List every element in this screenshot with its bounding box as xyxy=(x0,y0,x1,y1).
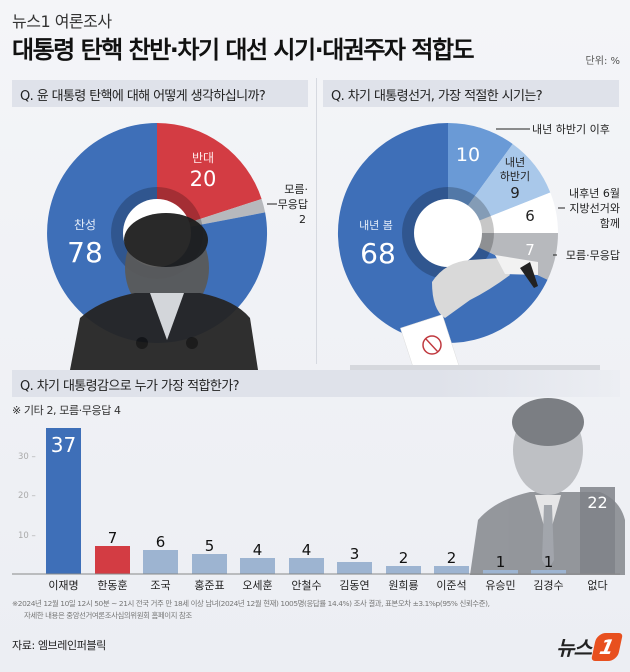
methodology-note-2: 자세한 내용은 중앙선거여론조사심의위원회 홈페이지 참조 xyxy=(24,611,192,620)
label-unknown-2: 무응답 xyxy=(278,198,308,211)
page-title: 대통령 탄핵 찬반·차기 대선 시기·대권주자 적합도 xyxy=(12,36,475,64)
label-support: 찬성 xyxy=(74,217,96,232)
methodology-note-1: ※2024년 12월 10일 12시 50분 ~ 21시 전국 거주 만 18세… xyxy=(12,599,490,608)
value-after-h2: 10 xyxy=(456,144,480,166)
bar-label-9: 유승민 xyxy=(485,579,515,592)
value-oppose: 20 xyxy=(190,167,217,191)
impeachment-donut-chart: 반대 20 찬성 78 모름· 무응답 2 xyxy=(47,123,308,370)
bar-label-5: 안철수 xyxy=(291,579,321,592)
ytick-20: 20 – xyxy=(18,491,36,501)
value-spring: 68 xyxy=(360,237,396,270)
president-photo xyxy=(70,213,258,370)
label-after-h2: 내년 하반기 이후 xyxy=(532,122,610,136)
value-h2: 9 xyxy=(510,184,520,202)
bar-label-0: 이재명 xyxy=(48,579,78,592)
bar-label-8: 이준석 xyxy=(436,579,466,592)
bar-label-4: 오세훈 xyxy=(242,579,272,592)
label-local-2: 지방선거와 xyxy=(569,202,620,215)
label-oppose: 반대 xyxy=(192,151,214,165)
value-unknown: 2 xyxy=(299,213,306,226)
label-local-3: 함께 xyxy=(600,217,620,230)
bar-0 xyxy=(46,428,81,574)
question-3: Q. 차기 대통령감으로 누가 가장 적합한가? xyxy=(12,370,620,397)
bar-2 xyxy=(143,550,178,574)
bar-11 xyxy=(580,487,615,574)
bar-label-11: 없다 xyxy=(587,579,607,592)
bar-6 xyxy=(337,562,372,574)
ytick-10: 10 – xyxy=(18,531,36,541)
bar-label-2: 조국 xyxy=(150,579,170,592)
unit-label: 단위: % xyxy=(585,56,620,67)
value-support: 78 xyxy=(67,236,103,269)
value-unknown-2: 7 xyxy=(525,241,535,259)
bar-1 xyxy=(95,546,130,574)
segment-oppose xyxy=(157,123,262,233)
supertitle: 뉴스1 여론조사 xyxy=(12,12,112,31)
bar-value-8: 2 xyxy=(447,549,457,567)
value-local-election: 6 xyxy=(525,207,535,225)
bar-7 xyxy=(386,566,421,574)
bar-value-11: 22 xyxy=(587,493,607,512)
candidate-bar-chart: 10 – 20 – 30 – 37 7 6 5 4 4 3 2 2 1 1 22… xyxy=(12,398,625,592)
bar-10 xyxy=(531,570,566,574)
bar-label-7: 원희룡 xyxy=(388,579,418,592)
bar-label-3: 홍준표 xyxy=(194,578,224,592)
bar-value-2: 6 xyxy=(156,533,166,551)
bar-8 xyxy=(434,566,469,574)
label-unknown-1: 모름· xyxy=(284,183,308,196)
bar-5 xyxy=(289,558,324,574)
chart-note: ※ 기타 2, 모름·무응답 4 xyxy=(12,404,121,417)
bar-value-3: 5 xyxy=(205,537,215,555)
question-2: Q. 차기 대통령선거, 가장 적절한 시기는? xyxy=(323,80,619,107)
bar-value-9: 1 xyxy=(496,553,506,571)
bar-9 xyxy=(483,570,518,574)
bar-value-6: 3 xyxy=(350,545,360,563)
label-local-1: 내후년 6월 xyxy=(569,187,620,200)
election-timing-donut-chart: 10 내년 하반기 이후 내년 하반기 9 6 내후년 6월 지방선거와 함께 … xyxy=(337,122,620,390)
label-h2-1: 내년 xyxy=(505,156,525,169)
bar-value-4: 4 xyxy=(253,541,263,559)
label-h2-2: 하반기 xyxy=(500,169,530,183)
question-1: Q. 윤 대통령 탄핵에 대해 어떻게 생각하십니까? xyxy=(12,80,308,107)
label-spring: 내년 봄 xyxy=(359,219,393,232)
bar-value-10: 1 xyxy=(544,553,554,571)
bar-value-0: 37 xyxy=(51,433,76,457)
bar-label-6: 김동연 xyxy=(339,579,369,592)
panel-divider xyxy=(316,78,317,364)
bar-label-1: 한동훈 xyxy=(97,579,127,592)
bar-label-10: 김경수 xyxy=(533,579,563,592)
ytick-30: 30 – xyxy=(18,452,36,462)
bar-value-7: 2 xyxy=(399,549,409,567)
label-unknown-2: 모름·무응답 xyxy=(566,249,620,262)
logo-mark-icon: 1 xyxy=(591,632,623,661)
news1-logo: 뉴스 1 xyxy=(556,632,623,661)
source-label: 자료: 엠브레인퍼블릭 xyxy=(12,639,106,652)
bar-3 xyxy=(192,554,227,574)
bar-value-1: 7 xyxy=(108,529,118,547)
bar-value-5: 4 xyxy=(302,541,312,559)
bar-4 xyxy=(240,558,275,574)
logo-text: 뉴스 xyxy=(556,636,592,660)
